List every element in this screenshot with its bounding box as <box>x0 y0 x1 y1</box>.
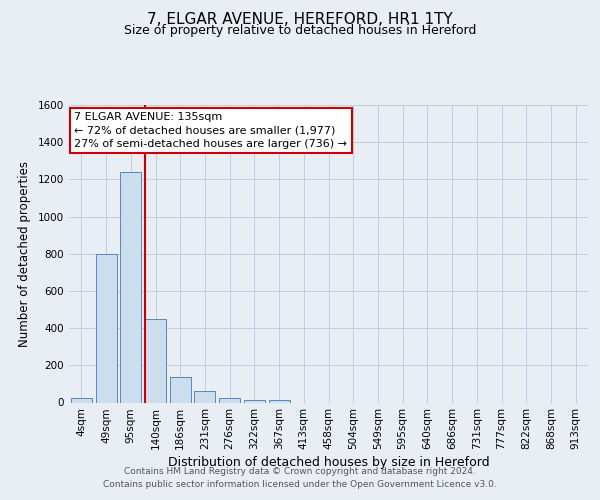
X-axis label: Distribution of detached houses by size in Hereford: Distribution of detached houses by size … <box>167 456 490 469</box>
Bar <box>145 319 166 402</box>
Text: 7 ELGAR AVENUE: 135sqm
← 72% of detached houses are smaller (1,977)
27% of semi-: 7 ELGAR AVENUE: 135sqm ← 72% of detached… <box>74 112 347 149</box>
Y-axis label: Number of detached properties: Number of detached properties <box>18 161 31 347</box>
Bar <box>71 398 92 402</box>
Text: Contains HM Land Registry data © Crown copyright and database right 2024.: Contains HM Land Registry data © Crown c… <box>124 467 476 476</box>
Text: 7, ELGAR AVENUE, HEREFORD, HR1 1TY: 7, ELGAR AVENUE, HEREFORD, HR1 1TY <box>147 12 453 28</box>
Text: Contains public sector information licensed under the Open Government Licence v3: Contains public sector information licen… <box>103 480 497 489</box>
Bar <box>95 254 116 402</box>
Bar <box>170 378 191 402</box>
Bar <box>219 398 240 402</box>
Bar <box>244 400 265 402</box>
Bar <box>120 172 141 402</box>
Text: Size of property relative to detached houses in Hereford: Size of property relative to detached ho… <box>124 24 476 37</box>
Bar <box>194 392 215 402</box>
Bar <box>269 400 290 402</box>
